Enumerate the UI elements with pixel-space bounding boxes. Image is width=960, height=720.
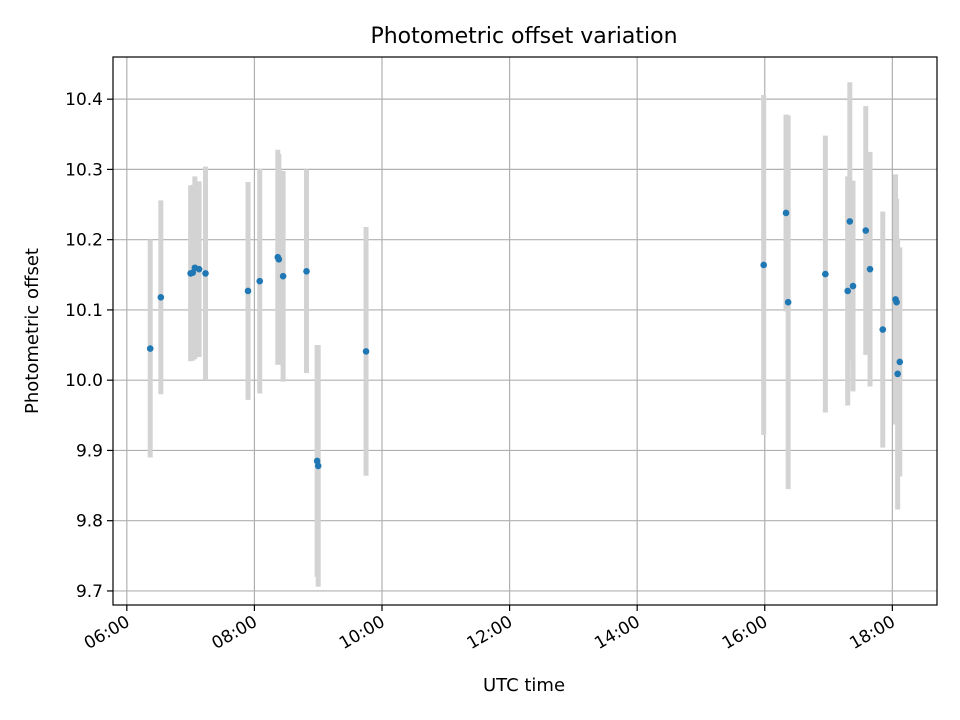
data-point (846, 218, 854, 225)
data-point (822, 270, 829, 278)
data-point (303, 267, 310, 275)
data-point (784, 298, 792, 306)
data-point (879, 326, 887, 333)
y-tick-label: 9.8 (76, 512, 103, 532)
data-point (760, 261, 767, 269)
y-tick-label: 10.3 (65, 160, 103, 180)
x-axis-label: UTC time (483, 675, 565, 696)
data-points (146, 209, 904, 470)
data-point (782, 209, 790, 217)
data-point (202, 270, 209, 277)
data-point (279, 272, 287, 280)
data-point (893, 298, 900, 306)
plot-frame (112, 56, 938, 606)
chart-title: Photometric offset variation (370, 24, 677, 49)
y-tick-label: 10.1 (65, 301, 103, 321)
data-point (866, 265, 874, 273)
data-point (362, 348, 370, 355)
y-tick-label: 9.7 (76, 582, 103, 602)
data-point (849, 282, 857, 290)
data-point (894, 370, 901, 378)
data-point (157, 293, 165, 301)
y-axis-label: Photometric offset (22, 248, 43, 414)
y-tick-label: 10.4 (65, 90, 103, 110)
y-axis-ticks: 9.7 9.8 9.9 10.0 10.1 10.2 10.3 10.4 (65, 90, 113, 602)
y-tick-label: 10.0 (65, 371, 103, 391)
y-tick-label: 9.9 (76, 441, 103, 461)
data-point (244, 287, 252, 295)
y-tick-label: 10.2 (65, 231, 103, 251)
data-point (275, 256, 283, 263)
data-point (146, 345, 154, 352)
data-point (313, 457, 321, 465)
data-point (314, 462, 322, 470)
data-point (862, 227, 870, 234)
data-point (195, 265, 203, 273)
data-point (844, 287, 851, 295)
data-point (896, 358, 904, 366)
data-point (256, 277, 264, 285)
data-point (189, 269, 197, 276)
